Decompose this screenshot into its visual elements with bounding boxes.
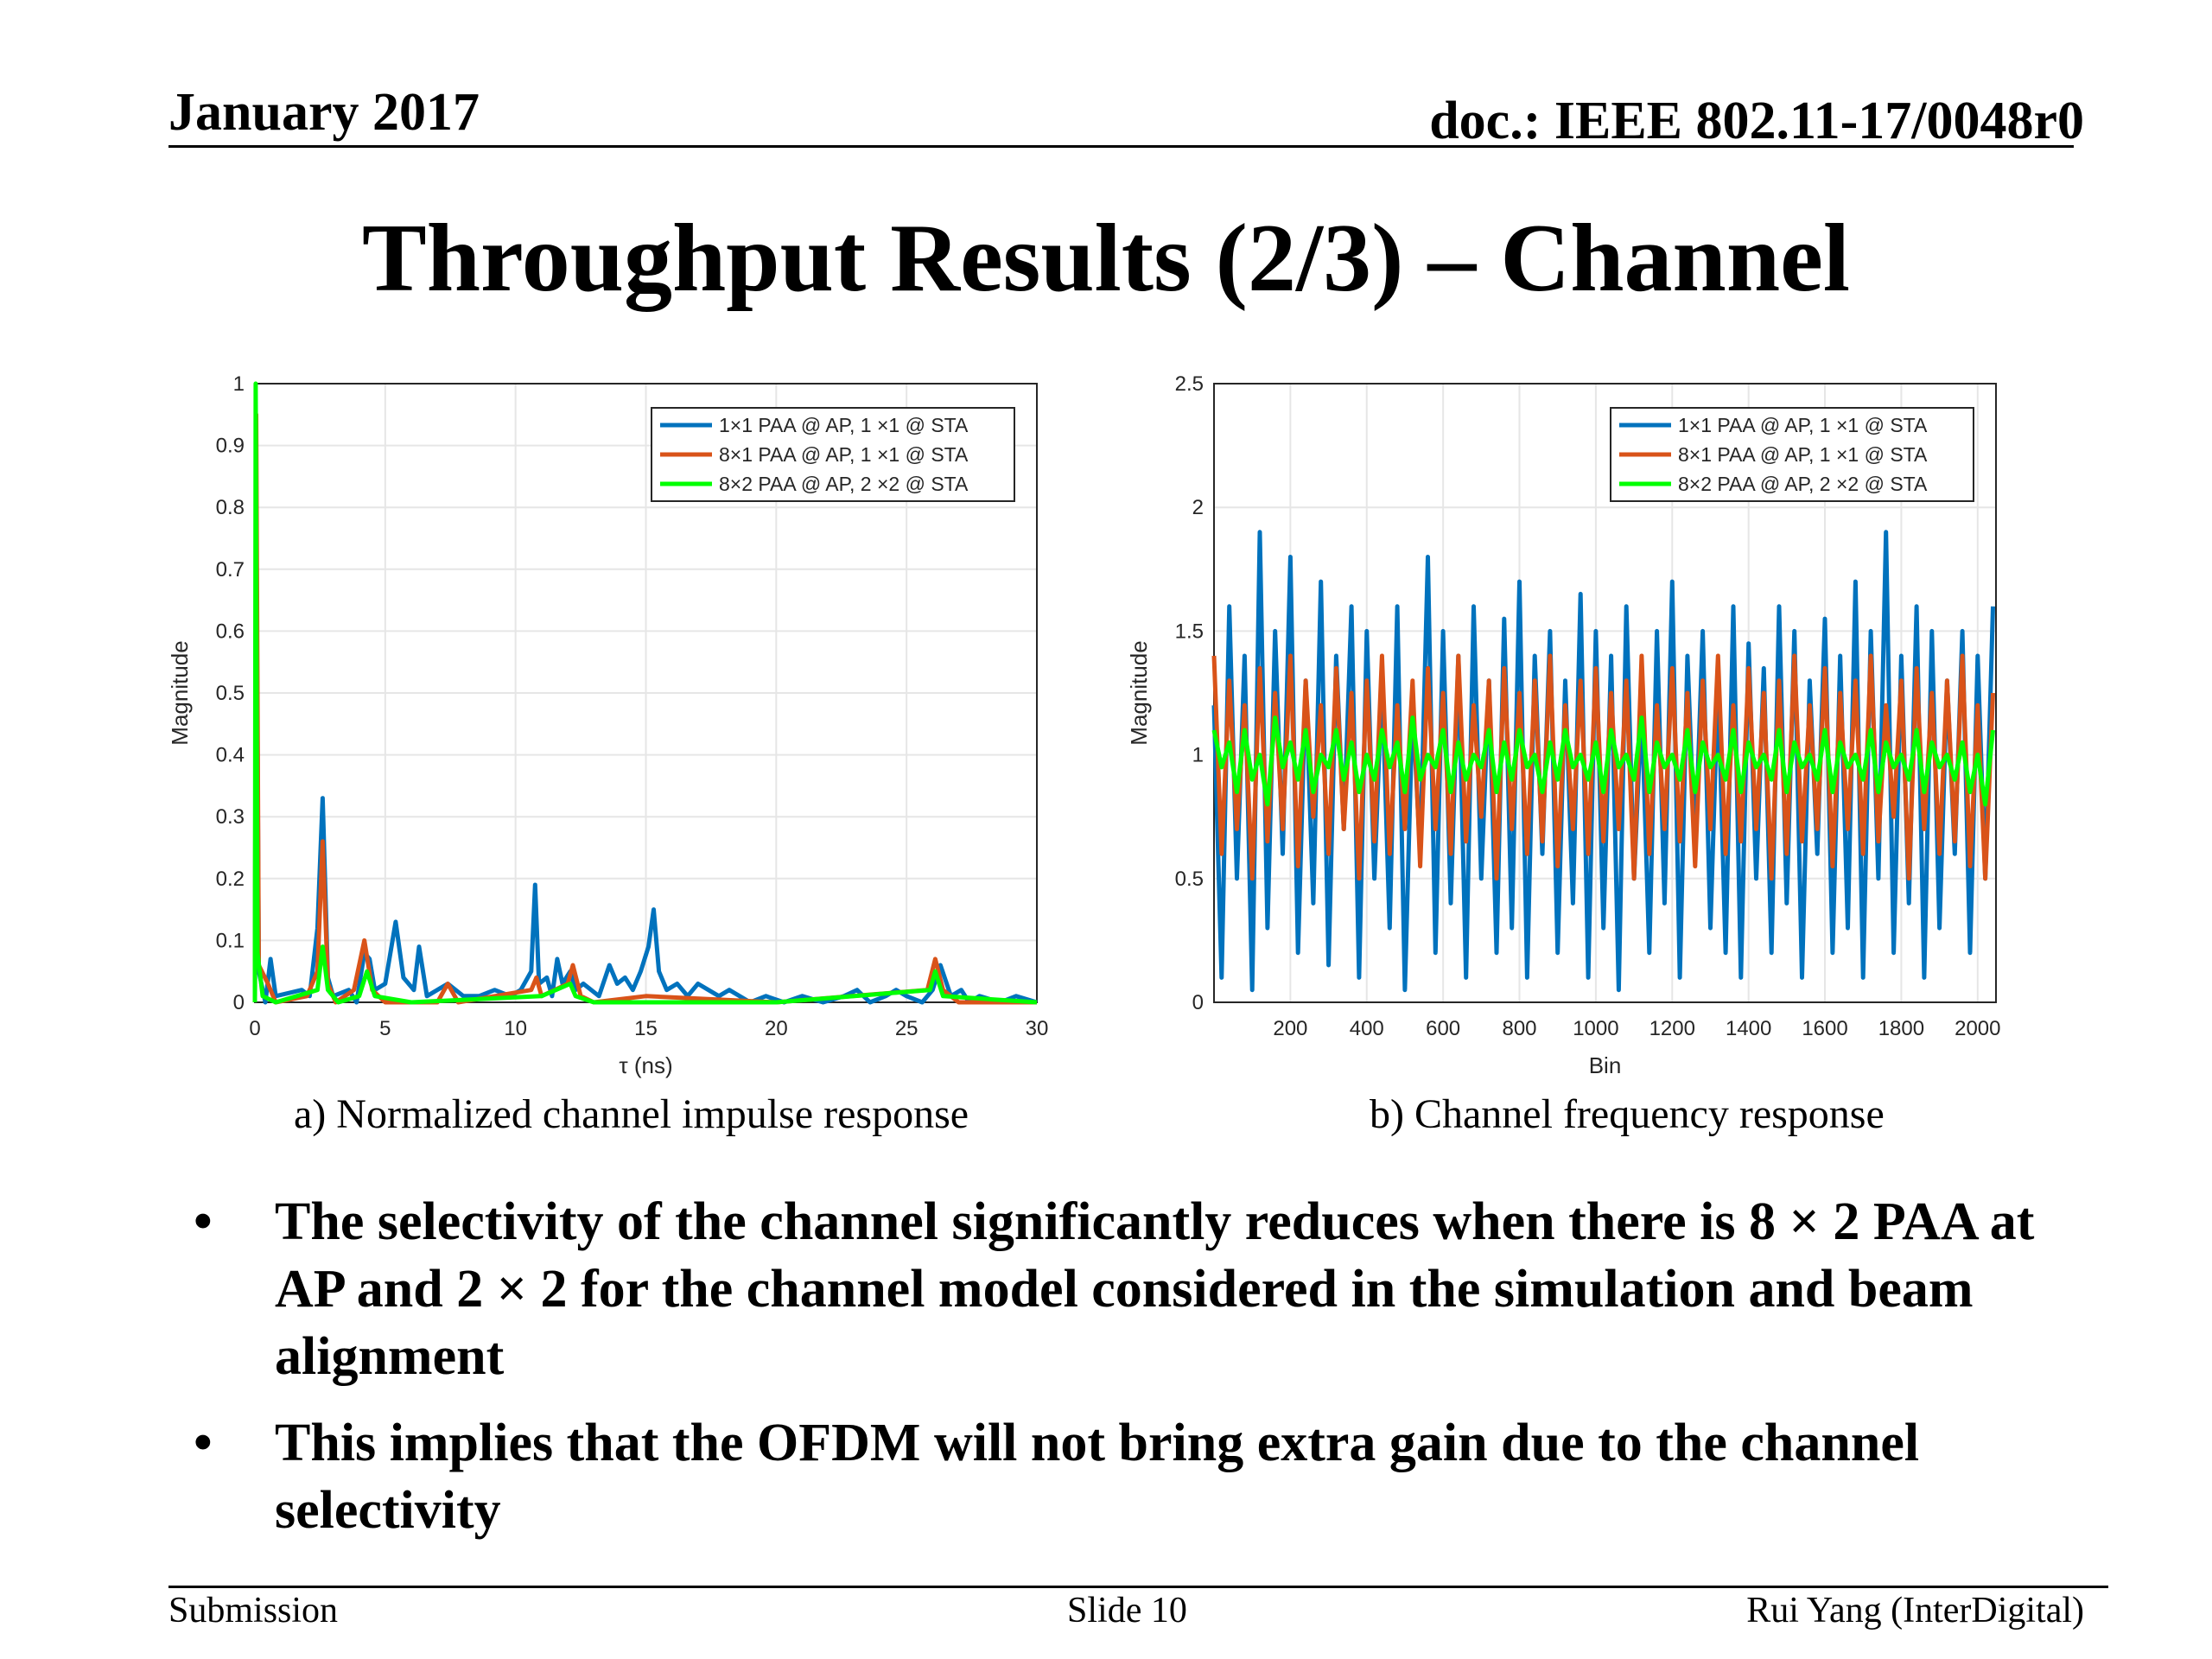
x-tick-label: 30 (1026, 1017, 1049, 1040)
y-tick-label: 0.7 (216, 558, 245, 582)
bullet-marker: • (194, 1414, 213, 1472)
x-tick-label: 400 (1350, 1017, 1384, 1040)
y-tick-label: 2.5 (1175, 372, 1204, 396)
y-axis-label: Magnitude (167, 640, 193, 745)
x-tick-label: 0 (249, 1017, 260, 1040)
x-tick-label: 10 (504, 1017, 527, 1040)
bullet-list: • The selectivity of the channel signifi… (181, 1188, 2082, 1563)
frequency-response-chart: 0 0.5 1 1.5 2 2.5 200 400 600 800 1000 1200 1400 1600… (1126, 372, 2000, 1078)
x-tick-label: 1400 (1726, 1017, 1771, 1040)
x-axis-label: τ (ns) (619, 1052, 672, 1078)
x-tick-label: 2000 (1955, 1017, 2000, 1040)
footer-rule (168, 1586, 2108, 1588)
legend-label-2: 8×1 PAA @ AP, 1 ×1 @ STA (1678, 443, 1928, 466)
y-axis-label: Magnitude (1126, 640, 1152, 745)
x-tick-label: 1800 (1878, 1017, 1924, 1040)
legend-label-1: 1×1 PAA @ AP, 1 ×1 @ STA (1678, 414, 1928, 436)
y-tick-label: 0.9 (216, 435, 245, 458)
x-tick-label: 600 (1426, 1017, 1460, 1040)
legend-label-1: 1×1 PAA @ AP, 1 ×1 @ STA (719, 414, 969, 436)
bullet-text: This implies that the OFDM will not brin… (275, 1414, 1920, 1540)
x-axis-label: Bin (1589, 1052, 1622, 1078)
y-tick-label: 0.5 (1175, 868, 1204, 891)
y-tick-label: 0.5 (216, 682, 245, 705)
bullet-item: • The selectivity of the channel signifi… (181, 1188, 2082, 1390)
impulse-response-chart: 00.10.20.30.40.50.60.70.80.910 5 10 15 20 25 3… (167, 372, 1049, 1078)
y-tick-label: 2 (1192, 496, 1204, 519)
y-tick-label: 0.8 (216, 496, 245, 519)
x-tick-label: 800 (1502, 1017, 1536, 1040)
y-tick-label: 1.5 (1175, 620, 1204, 643)
x-tick-label: 25 (895, 1017, 918, 1040)
y-tick-label: 0.1 (216, 929, 245, 952)
y-tick-label: 0 (233, 991, 245, 1014)
x-tick-label: 1200 (1649, 1017, 1695, 1040)
series-line-3 (252, 381, 1038, 1005)
x-tick-label: 1600 (1802, 1017, 1847, 1040)
legend-label-3: 8×2 PAA @ AP, 2 ×2 @ STA (1678, 473, 1928, 495)
series-line-3 (1211, 715, 1995, 807)
header-rule (168, 145, 2074, 148)
footer-slide-number: Slide 10 (1067, 1591, 1187, 1630)
footer-author: Rui Yang (InterDigital) (1746, 1591, 2084, 1630)
y-tick-label: 0 (1192, 991, 1204, 1014)
slide-title: Throughput Results (2/3) – Channel (362, 205, 1850, 312)
bullet-item: • This implies that the OFDM will not br… (181, 1409, 2082, 1544)
y-tick-label: 0.6 (216, 620, 245, 643)
x-tick-label: 5 (379, 1017, 391, 1040)
x-tick-label: 1000 (1573, 1017, 1618, 1040)
y-tick-label: 1 (1192, 744, 1204, 767)
legend-label-2: 8×1 PAA @ AP, 1 ×1 @ STA (719, 443, 969, 466)
bullet-text: The selectivity of the channel significa… (275, 1192, 2035, 1386)
y-tick-label: 0.2 (216, 868, 245, 891)
series-line-2 (1211, 653, 1995, 881)
y-tick-label: 0.3 (216, 805, 245, 829)
caption-impulse-response: a) Normalized channel impulse response (294, 1091, 969, 1137)
header-date: January 2017 (168, 83, 480, 142)
caption-frequency-response: b) Channel frequency response (1370, 1091, 1885, 1137)
x-tick-label: 20 (765, 1017, 788, 1040)
header-doc-id: doc.: IEEE 802.11-17/0048r0 (1429, 92, 2084, 150)
y-tick-label: 1 (233, 372, 245, 396)
footer-submission: Submission (168, 1591, 339, 1630)
y-tick-label: 0.4 (216, 744, 245, 767)
x-tick-label: 200 (1273, 1017, 1307, 1040)
legend-label-3: 8×2 PAA @ AP, 2 ×2 @ STA (719, 473, 969, 495)
bullet-marker: • (194, 1192, 213, 1251)
x-tick-label: 15 (634, 1017, 658, 1040)
